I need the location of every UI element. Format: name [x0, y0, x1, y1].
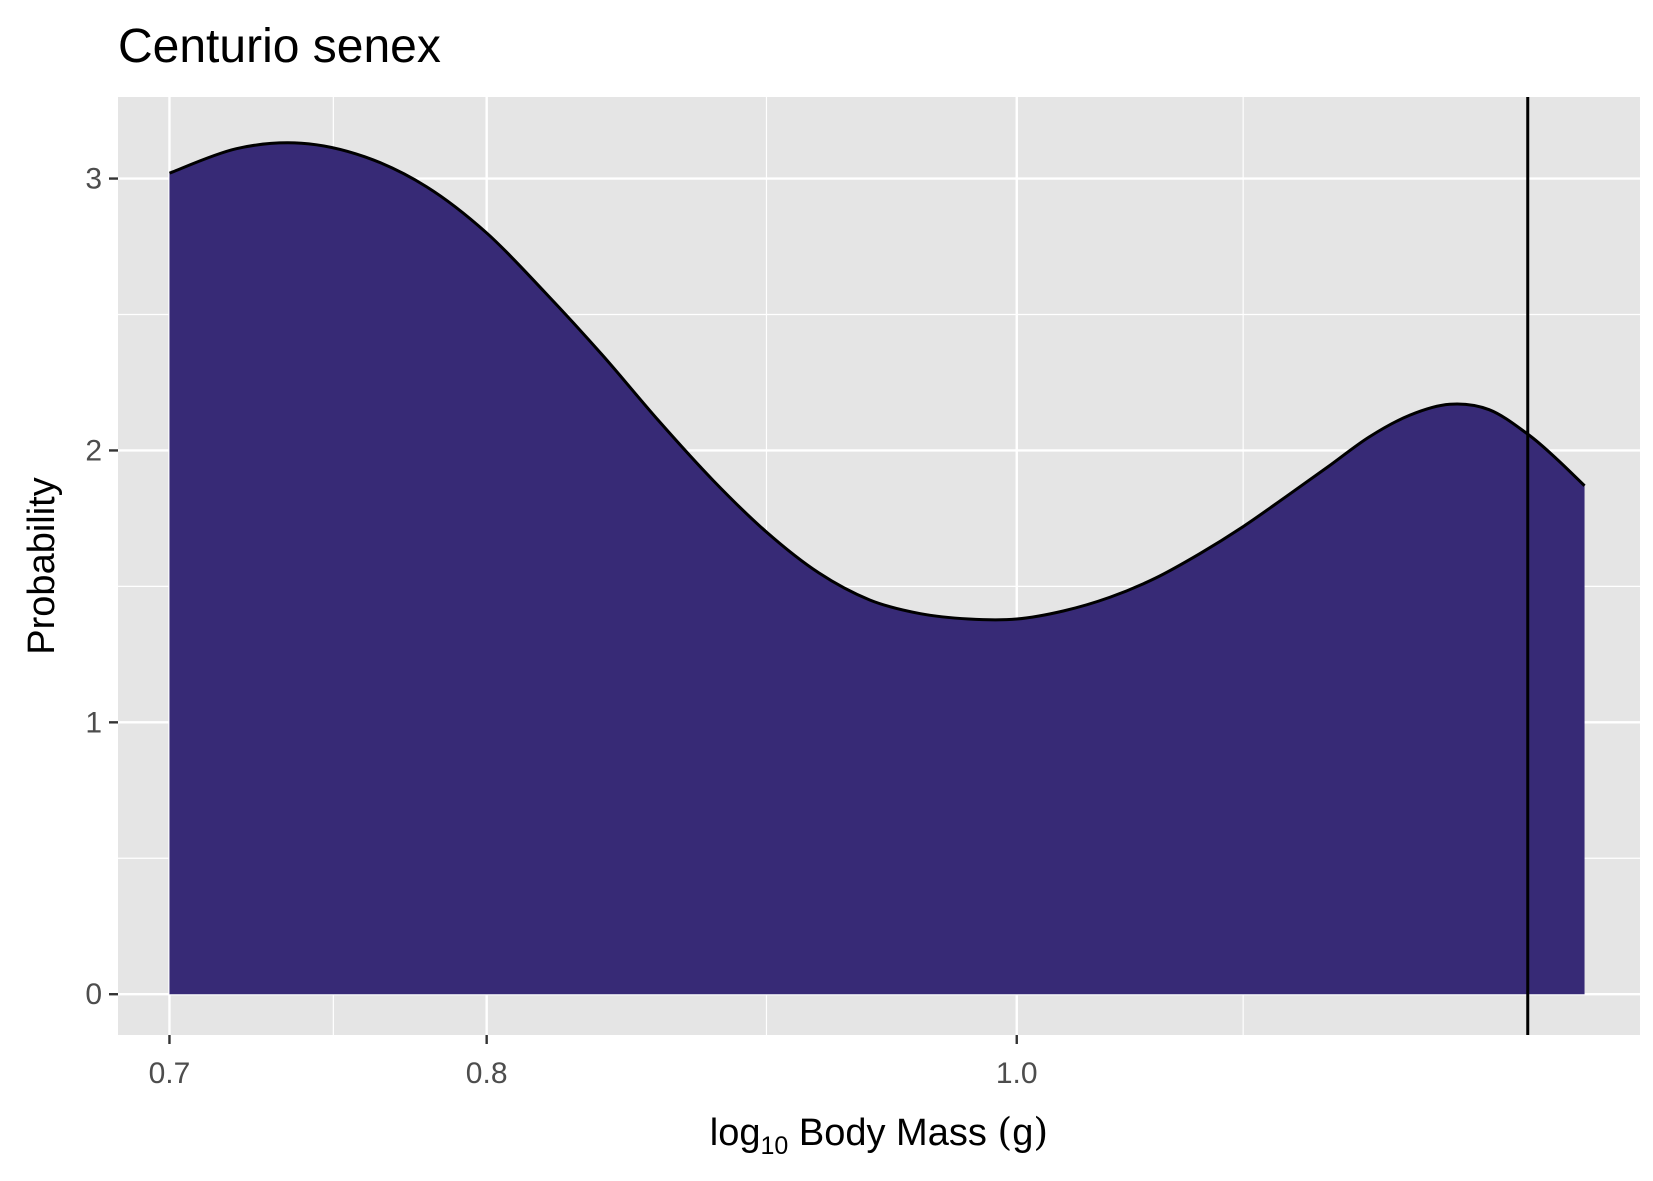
- y-axis-title: Probability: [21, 477, 63, 654]
- x-tick-label-1: 0.8: [466, 1057, 508, 1090]
- y-tick-label-1: 1: [85, 706, 102, 739]
- x-axis-title-log: log: [710, 1112, 761, 1154]
- x-tick-label-2: 1.0: [996, 1057, 1038, 1090]
- x-axis-title-text: Body Mass: [788, 1112, 997, 1154]
- chart-title: Centurio senex: [118, 20, 441, 73]
- x-axis-title-paren-close: ): [1033, 1110, 1048, 1154]
- x-axis-title: log10 Body Mass (g): [710, 1110, 1048, 1160]
- y-tick-label-0: 0: [85, 978, 102, 1011]
- y-axis: 0 1 2 3: [85, 163, 118, 1011]
- x-axis-title-subscript: 10: [761, 1132, 789, 1160]
- density-area-0: [169, 142, 1585, 995]
- x-axis-title-unit: g: [1012, 1112, 1033, 1154]
- y-tick-label-3: 3: [85, 163, 102, 196]
- x-axis-title-paren-open: (: [997, 1110, 1012, 1154]
- density-series: [168, 141, 1586, 995]
- density-curve-0: [168, 141, 1586, 622]
- x-tick-label-0: 0.7: [149, 1057, 191, 1090]
- y-tick-label-2: 2: [85, 434, 102, 467]
- x-axis: 0.7 0.8 1.0: [149, 1035, 1038, 1090]
